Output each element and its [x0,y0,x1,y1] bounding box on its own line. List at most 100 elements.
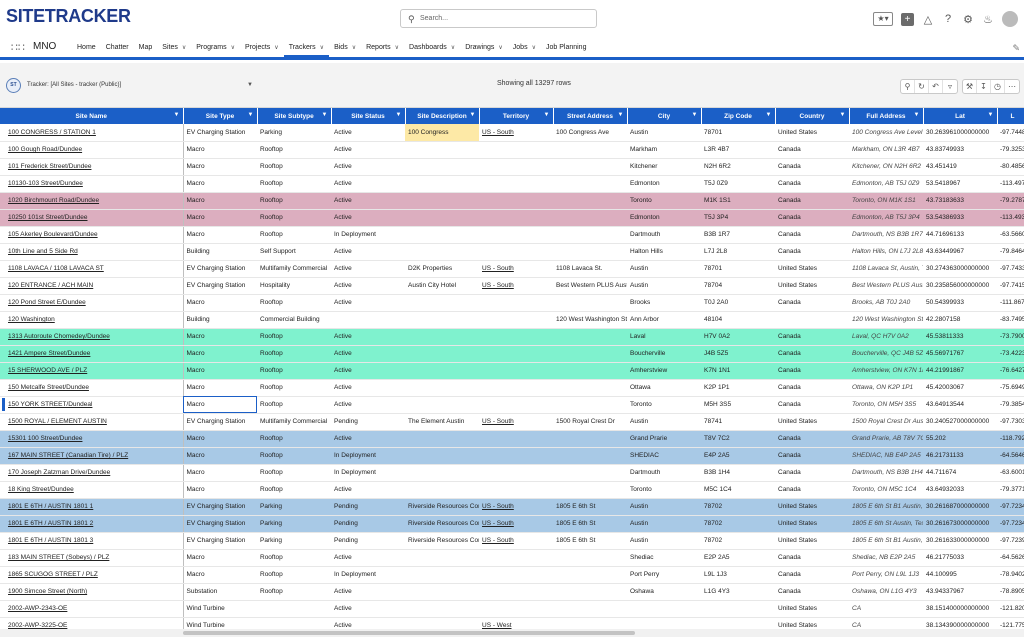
table-cell[interactable]: -63.56601 [997,226,1024,244]
table-cell[interactable]: -78.94026 [997,566,1024,584]
chevron-down-icon[interactable]: ∨ [394,45,400,51]
table-cell[interactable]: Riverside Resources Corp [405,498,479,516]
table-cell[interactable]: Canada [775,345,849,363]
table-cell[interactable]: 1805 E 6th St [553,532,627,550]
nav-tab-programs[interactable]: Programs ∨ [191,38,240,57]
table-cell[interactable]: 43.451419 [923,158,997,176]
table-cell[interactable]: 78741 [701,413,775,431]
table-cell[interactable]: 45.53811333 [923,328,997,346]
table-cell[interactable] [553,583,627,601]
table-row[interactable]: 1020 Birchmount Road/Dundee Macro Rooftop A… [0,192,1024,210]
table-cell[interactable] [479,583,553,601]
horizontal-scrollbar[interactable] [0,629,1024,637]
table-cell[interactable]: Canada [775,464,849,482]
nav-tab-trackers[interactable]: Trackers ∨ [283,38,330,57]
table-cell[interactable]: M1K 1S1 [701,192,775,210]
table-cell[interactable] [479,141,553,159]
table-cell[interactable]: -113.4976 [997,175,1024,193]
table-cell[interactable]: Parking [257,532,331,550]
table-cell[interactable]: Dartmouth [627,226,701,244]
table-cell[interactable]: Multifamily Commercial [257,413,331,431]
table-cell[interactable]: -97.74480 [997,124,1024,142]
table-cell[interactable]: Active [331,362,405,380]
table-cell[interactable] [553,175,627,193]
trailhead-icon[interactable]: △ [923,13,933,26]
site-name-link[interactable]: 15 SHERWOOD AVE / PLZ [0,362,183,380]
site-name-link[interactable]: 1313 Autoroute Chomedey/Dundee [0,328,183,346]
table-cell[interactable]: Building [182,243,257,261]
table-cell[interactable] [553,430,627,448]
table-row[interactable]: 105 Akerley Boulevard/Dundee Macro Rooftop… [0,226,1024,244]
notifications-bell-icon[interactable]: ♨ [983,13,993,26]
horizontal-scrollbar-thumb[interactable] [183,631,635,635]
table-cell[interactable]: Commercial Building [257,311,331,329]
table-cell[interactable]: D2K Properties [405,260,479,278]
chevron-down-icon[interactable]: ∨ [181,45,187,51]
grid-search-icon[interactable]: ⚲ [901,80,915,93]
table-cell[interactable] [479,464,553,482]
column-menu-caret-icon[interactable]: ▼ [321,112,328,118]
more-options-icon[interactable]: ⋯ [1008,82,1016,91]
site-name-link[interactable]: 183 MAIN STREET (Sobeys) / PLZ [0,549,183,567]
site-name-link[interactable]: 10130-103 Street/Dundee [0,175,183,193]
table-cell[interactable] [553,396,627,414]
table-cell[interactable]: Austin [627,124,701,142]
table-cell[interactable]: 1805 E 6th St [553,498,627,516]
table-cell[interactable]: Canada [775,158,849,176]
table-cell[interactable]: EV Charging Station [182,498,257,516]
table-cell[interactable]: Kitchener, ON N2H 6R2 [849,158,923,176]
table-cell[interactable]: Macro [182,430,257,448]
table-cell[interactable]: Active [331,379,405,397]
table-cell[interactable]: Oshawa [627,583,701,601]
sitetracker-logo[interactable]: SITETRACKER [6,6,131,26]
table-row[interactable]: 1900 Simcoe Street (North) Substation Roof… [0,583,1024,601]
table-cell[interactable]: M5C 1C4 [701,481,775,499]
table-cell[interactable]: T0J 2A0 [701,294,775,312]
nav-tab-home[interactable]: Home [72,38,101,57]
table-cell[interactable]: Rooftop [257,192,331,210]
site-name-link[interactable]: 167 MAIN STREET (Canadian Tire) / PLZ [0,447,183,465]
table-cell[interactable]: -76.64275 [997,362,1024,380]
table-cell[interactable]: Halton Hills [627,243,701,261]
table-row[interactable]: 183 MAIN STREET (Sobeys) / PLZ Macro Rooft… [0,549,1024,567]
table-cell[interactable]: L7J 2L8 [701,243,775,261]
table-cell[interactable] [479,311,553,329]
table-cell[interactable]: Macro [182,481,257,499]
site-name-link[interactable]: 1421 Ampere Street/Dundee [0,345,183,363]
table-cell[interactable]: Parking [257,124,331,142]
table-cell[interactable]: Macro [182,464,257,482]
column-menu-caret-icon[interactable]: ▼ [173,112,180,118]
table-cell[interactable]: 55.202 [923,430,997,448]
table-cell[interactable]: 30.261673000000000 [923,515,997,533]
table-cell[interactable]: Riverside Resources Corp [405,532,479,550]
table-cell[interactable]: Boucherville, QC J4B 5Z5 [849,345,923,363]
table-cell[interactable]: Riverside Resources Corp [405,515,479,533]
column-menu-caret-icon[interactable]: ▼ [913,112,920,118]
table-cell[interactable] [553,379,627,397]
table-cell[interactable]: Edmonton [627,209,701,227]
table-cell[interactable]: -97.74157 [997,277,1024,295]
table-cell[interactable]: Rooftop [257,141,331,159]
site-name-link[interactable]: 2002-AWP-2343-OE [0,600,183,618]
table-row[interactable]: 2002-AWP-3225-OE Wind Turbine Active US - W… [0,617,1024,629]
column-header-street-address[interactable]: Street Address ▼ [553,108,628,124]
global-add-icon[interactable]: + [901,12,914,26]
table-cell[interactable]: Canada [775,328,849,346]
table-cell[interactable]: Best Western PLUS Austin [849,277,923,295]
table-cell[interactable]: K2P 1P1 [701,379,775,397]
table-cell[interactable]: United States [775,413,849,431]
table-cell[interactable]: Best Western PLUS Austin [553,277,627,295]
chevron-down-icon[interactable]: ∨ [230,45,235,51]
table-cell[interactable]: B3B 1H4 [701,464,775,482]
table-cell[interactable]: Wind Turbine [182,617,257,629]
table-cell[interactable]: Canada [775,175,849,193]
column-header-site-description[interactable]: Site Description ▼ [405,108,480,124]
table-cell[interactable]: Macro [182,447,257,465]
table-cell[interactable]: -97.72346 [997,515,1024,533]
table-cell[interactable] [479,481,553,499]
table-cell[interactable]: E4P 2A5 [701,447,775,465]
table-cell[interactable]: -75.69492 [997,379,1024,397]
nav-tab-jobs[interactable]: Jobs ∨ [508,38,541,57]
table-cell[interactable] [479,362,553,380]
table-cell[interactable]: Ann Arbor [627,311,701,329]
